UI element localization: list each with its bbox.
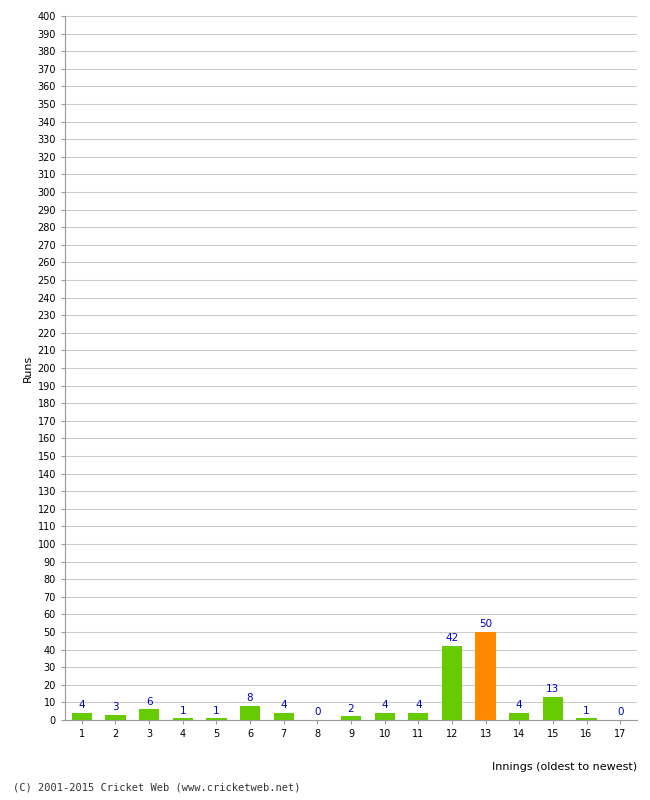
Text: 4: 4	[415, 700, 422, 710]
Bar	[206, 718, 226, 720]
Text: 4: 4	[516, 700, 523, 710]
Bar	[72, 713, 92, 720]
Bar	[543, 697, 563, 720]
Bar	[274, 713, 294, 720]
Text: 13: 13	[546, 685, 560, 694]
Text: 0: 0	[617, 707, 623, 718]
Text: 8: 8	[247, 694, 254, 703]
Text: 42: 42	[445, 634, 458, 643]
Bar	[442, 646, 462, 720]
Text: 4: 4	[79, 700, 85, 710]
Text: Innings (oldest to newest): Innings (oldest to newest)	[492, 762, 637, 772]
Bar	[105, 714, 125, 720]
Text: 4: 4	[382, 700, 388, 710]
Y-axis label: Runs: Runs	[23, 354, 33, 382]
Text: (C) 2001-2015 Cricket Web (www.cricketweb.net): (C) 2001-2015 Cricket Web (www.cricketwe…	[13, 782, 300, 792]
Text: 4: 4	[280, 700, 287, 710]
Text: 1: 1	[583, 706, 590, 715]
Text: 0: 0	[314, 707, 320, 718]
Bar	[341, 717, 361, 720]
Bar	[509, 713, 529, 720]
Bar	[408, 713, 428, 720]
Text: 2: 2	[348, 704, 354, 714]
Text: 3: 3	[112, 702, 119, 712]
Bar	[240, 706, 260, 720]
Bar	[476, 632, 496, 720]
Text: 1: 1	[179, 706, 186, 715]
Bar	[374, 713, 395, 720]
Bar	[577, 718, 597, 720]
Text: 1: 1	[213, 706, 220, 715]
Bar	[139, 710, 159, 720]
Text: 50: 50	[479, 619, 492, 630]
Text: 6: 6	[146, 697, 153, 707]
Bar	[173, 718, 193, 720]
